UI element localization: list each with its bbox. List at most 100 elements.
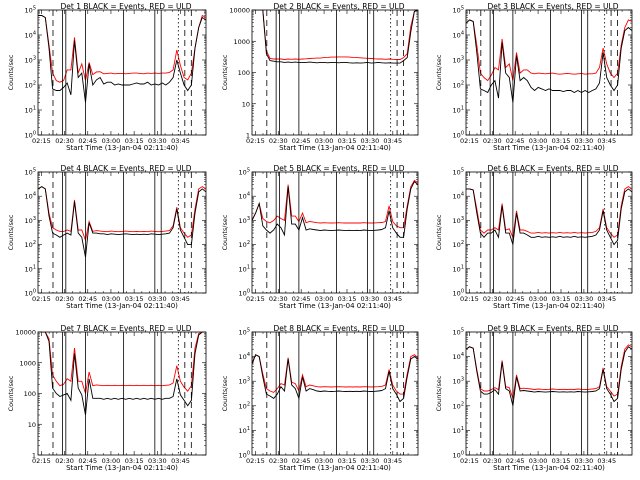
chart-title: Det 5 BLACK = Events, RED = ULD	[274, 164, 405, 173]
y-tick-label: 100	[239, 289, 250, 298]
y-tick-label: 101	[239, 426, 250, 435]
x-axis-label: Start Time (13-Jan-04 02:11:40)	[279, 464, 391, 472]
y-tick-label: 1000	[19, 359, 36, 367]
y-axis-label: Counts/sec	[221, 375, 229, 411]
y-axis-label: Counts/sec	[7, 54, 15, 90]
x-tick-label: 03:30	[361, 457, 380, 465]
y-tick-label: 1	[32, 452, 36, 460]
y-tick-label: 104	[453, 31, 464, 40]
y-tick-label: 102	[239, 401, 250, 410]
x-tick-label: 03:00	[315, 295, 334, 303]
y-tick-label: 105	[25, 168, 36, 177]
x-tick-label: 03:00	[315, 137, 334, 145]
x-tick-label: 03:00	[529, 295, 548, 303]
x-axis-label: Start Time (13-Jan-04 02:11:40)	[279, 144, 391, 152]
x-tick-label: 02:30	[269, 137, 288, 145]
y-axis-label: Counts/sec	[435, 54, 443, 90]
data-area	[38, 186, 206, 258]
x-tick-label: 02:15	[32, 295, 51, 303]
series-line-events	[466, 188, 632, 246]
series-line-events	[252, 354, 418, 403]
y-tick-label: 1	[246, 132, 250, 140]
x-axis-label: Start Time (13-Jan-04 02:11:40)	[66, 302, 178, 310]
chart-title: Det 3 BLACK = Events, RED = ULD	[488, 2, 619, 11]
series-line-events	[252, 180, 418, 238]
x-tick-label: 03:45	[171, 137, 190, 145]
y-tick-label: 102	[25, 240, 36, 249]
y-tick-label: 105	[453, 6, 464, 15]
x-axis-label: Start Time (13-Jan-04 02:11:40)	[493, 302, 605, 310]
data-area	[252, 10, 418, 64]
x-tick-label: 02:15	[32, 137, 51, 145]
x-axis-label: Start Time (13-Jan-04 02:11:40)	[493, 464, 605, 472]
x-tick-label: 03:45	[383, 137, 402, 145]
y-axis-label: Counts/sec	[7, 214, 15, 250]
x-tick-label: 03:15	[125, 457, 144, 465]
y-axis-label: Counts/sec	[435, 214, 443, 250]
x-tick-label: 03:45	[597, 295, 616, 303]
x-tick-label: 03:45	[383, 295, 402, 303]
plot-frame	[37, 171, 207, 294]
x-tick-label: 02:45	[506, 457, 525, 465]
chart-title: Det 7 BLACK = Events, RED = ULD	[61, 324, 192, 333]
series-line-events	[38, 186, 206, 258]
x-tick-label: 03:30	[361, 137, 380, 145]
chart-title: Det 2 BLACK = Events, RED = ULD	[274, 2, 405, 11]
data-area	[466, 186, 632, 246]
x-tick-label: 03:30	[575, 295, 594, 303]
x-tick-label: 03:30	[575, 457, 594, 465]
y-tick-label: 100	[238, 69, 250, 77]
y-tick-label: 101	[453, 106, 464, 115]
data-area	[38, 14, 206, 103]
series-line-events	[38, 15, 206, 103]
x-tick-label: 02:15	[246, 137, 265, 145]
y-tick-label: 100	[453, 451, 464, 460]
y-tick-label: 103	[239, 377, 250, 386]
series-line-uld	[38, 14, 206, 83]
y-tick-label: 104	[25, 31, 36, 40]
y-tick-label: 10000	[229, 7, 250, 15]
series-line-uld	[252, 179, 418, 229]
y-axis-label: Counts/sec	[221, 214, 229, 250]
x-axis-label: Start Time (13-Jan-04 02:11:40)	[493, 144, 605, 152]
y-tick-label: 105	[239, 168, 250, 177]
y-tick-label: 10	[242, 100, 250, 108]
x-axis-label: Start Time (13-Jan-04 02:11:40)	[66, 464, 178, 472]
chart-title: Det 4 BLACK = Events, RED = ULD	[61, 164, 192, 173]
series-line-uld	[252, 10, 418, 60]
x-tick-label: 02:15	[460, 457, 479, 465]
chart-panel-7: Det 7 BLACK = Events, RED = ULD 1 10 100 100…	[7, 324, 207, 472]
series-line-uld	[466, 19, 632, 82]
x-tick-label: 03:15	[552, 457, 571, 465]
y-tick-label: 101	[453, 264, 464, 273]
chart-panel-9: Det 9 BLACK = Events, RED = ULD 100 101 102…	[435, 324, 633, 472]
x-tick-label: 02:30	[55, 137, 74, 145]
series-line-uld	[38, 332, 206, 394]
chart-title: Det 9 BLACK = Events, RED = ULD	[488, 324, 619, 333]
data-area	[38, 332, 206, 416]
y-tick-label: 103	[25, 216, 36, 225]
y-tick-label: 102	[453, 401, 464, 410]
y-tick-label: 102	[239, 240, 250, 249]
chart-title: Det 8 BLACK = Events, RED = ULD	[274, 324, 405, 333]
x-tick-label: 02:15	[246, 295, 265, 303]
chart-panel-1: Det 1 BLACK = Events, RED = ULD 100 101 102…	[7, 2, 207, 152]
x-tick-label: 03:30	[575, 137, 594, 145]
y-tick-label: 104	[453, 192, 464, 201]
chart-panel-2: Det 2 BLACK = Events, RED = ULD 1 10 100 100…	[221, 2, 419, 152]
series-line-uld	[466, 344, 632, 399]
x-tick-label: 02:30	[269, 457, 288, 465]
x-axis-label: Start Time (13-Jan-04 02:11:40)	[66, 144, 178, 152]
x-tick-label: 02:45	[292, 457, 311, 465]
chart-panel-5: Det 5 BLACK = Events, RED = ULD 100 101 102…	[221, 164, 419, 310]
x-tick-label: 02:30	[483, 295, 502, 303]
y-axis-label: Counts/sec	[435, 375, 443, 411]
x-tick-label: 02:45	[506, 295, 525, 303]
x-tick-label: 02:15	[460, 295, 479, 303]
y-tick-label: 100	[25, 131, 36, 140]
y-tick-label: 104	[453, 352, 464, 361]
x-tick-label: 02:30	[483, 457, 502, 465]
chart-title: Det 1 BLACK = Events, RED = ULD	[61, 2, 192, 11]
plot-frame	[251, 331, 419, 456]
plot-frame	[37, 331, 207, 456]
